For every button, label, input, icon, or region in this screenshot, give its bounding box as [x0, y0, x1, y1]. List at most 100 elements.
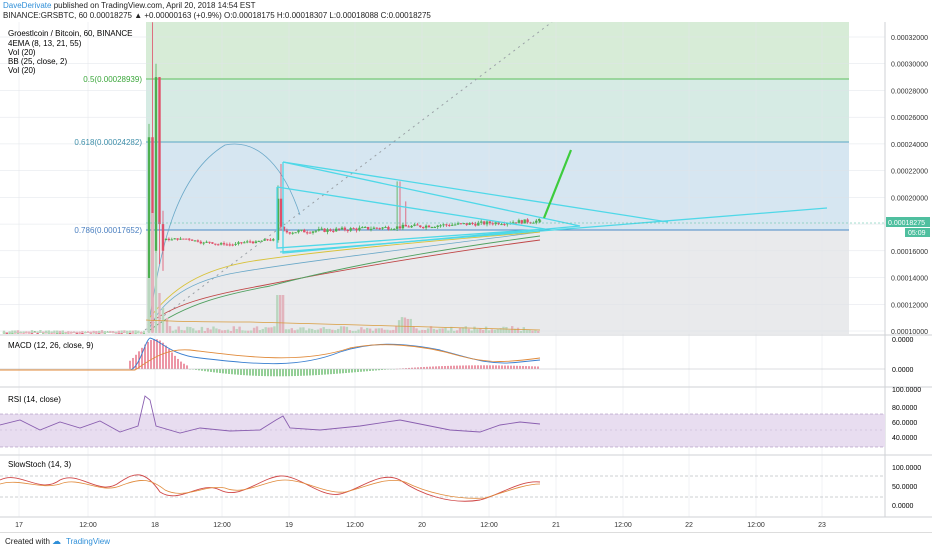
- ema-red: [147, 239, 541, 326]
- ohlc-low: 0.00018088: [336, 11, 379, 20]
- volume-bar: [403, 317, 407, 333]
- candle-body: [81, 332, 84, 334]
- volume-bar: [374, 328, 378, 333]
- candle-body: [120, 332, 123, 334]
- macd-hist-bar: [183, 363, 185, 369]
- volume-bar: [53, 330, 56, 333]
- macd-hist-bar: [498, 365, 500, 369]
- candle-body: [442, 224, 445, 226]
- volume-bar: [279, 295, 282, 333]
- candle-body: [266, 239, 269, 241]
- ohlc-close-key: C:: [380, 11, 389, 20]
- volume-bar: [476, 329, 479, 333]
- volume-bar: [22, 331, 25, 333]
- tradingview-brand[interactable]: TradingView: [66, 537, 111, 546]
- legend-title: Groestlcoin / Bitcoin, 60, BINANCE: [8, 29, 133, 38]
- time-tick-label: 22: [685, 522, 693, 529]
- volume-bar: [250, 330, 253, 333]
- candle-body: [517, 220, 521, 224]
- volume-bar: [392, 329, 395, 333]
- candle-body: [410, 225, 413, 228]
- volume-bar: [296, 329, 299, 333]
- candle-body: [285, 230, 289, 233]
- candle-body: [205, 241, 208, 243]
- volume-bar: [409, 318, 412, 333]
- volume-bar: [70, 331, 73, 333]
- volume-ma: [145, 319, 541, 331]
- volume-bar: [305, 330, 308, 333]
- volume-bar: [56, 330, 59, 333]
- volume-bar: [61, 330, 64, 333]
- symbol-interval: BINANCE:GRSBTC, 60: [3, 11, 88, 20]
- volume-bar: [134, 330, 137, 333]
- fib-label-0.786: 0.786(0.00017652): [74, 226, 142, 235]
- price-axis[interactable]: 0.00032000 0.00030000 0.00028000 0.00026000…: [891, 35, 928, 336]
- candle-body: [222, 243, 226, 245]
- ohlc-open: 0.00018175: [232, 11, 275, 20]
- volume-bar: [174, 329, 177, 333]
- macd-hist-bar: [474, 365, 476, 369]
- volume-bar: [186, 326, 189, 333]
- volume-bar: [203, 330, 206, 333]
- volume-bar: [140, 331, 143, 333]
- volume-bar: [455, 330, 459, 333]
- macd-hist-bar: [333, 369, 335, 374]
- candle-body: [8, 332, 11, 334]
- volume-bar: [42, 331, 45, 333]
- volume-bar: [537, 330, 540, 333]
- macd-histogram: [129, 339, 539, 377]
- volume-bar: [342, 326, 346, 333]
- ema-green: [149, 235, 541, 331]
- macd-hist-bar: [438, 366, 440, 369]
- volume-bar: [147, 278, 151, 333]
- macd-hist-bar: [468, 365, 470, 369]
- volume-bar: [232, 326, 235, 333]
- volume-bar: [400, 317, 404, 333]
- time-axis[interactable]: 17 12:00 18 12:00 19 12:00 20 12:00 21 12:00 22 12:…: [15, 522, 826, 529]
- macd-hist-bar: [282, 369, 284, 377]
- macd-hist-bar: [459, 365, 461, 369]
- macd-hist-bar: [375, 369, 377, 371]
- volume-bar: [177, 326, 180, 333]
- candle-body: [480, 221, 483, 223]
- macd-hist-bar: [306, 369, 308, 376]
- candle-body: [58, 332, 62, 334]
- candle-body: [372, 227, 376, 229]
- candle-body: [329, 229, 332, 231]
- volume-bar: [255, 326, 259, 333]
- volume-bar: [89, 331, 92, 333]
- macd-hist-bar: [249, 369, 251, 376]
- candle-body: [193, 240, 197, 242]
- volume-bar: [142, 330, 146, 333]
- macd-hist-bar: [336, 369, 338, 374]
- macd-hist-bar: [153, 339, 155, 369]
- volume-bar: [395, 326, 398, 333]
- macd-hist-bar: [495, 365, 497, 369]
- volume-bar: [226, 329, 230, 333]
- bollinger-lower: [147, 231, 541, 333]
- candle-body: [506, 223, 509, 225]
- macd-hist-bar: [267, 369, 269, 377]
- candle-body: [352, 228, 355, 230]
- volume-bar: [2, 330, 6, 333]
- candle-body: [538, 220, 542, 222]
- volume-bar: [33, 331, 36, 333]
- candle-body: [164, 238, 168, 241]
- author-link[interactable]: DaveDerivate: [3, 1, 52, 10]
- volume-bar: [438, 328, 441, 333]
- candle-body: [511, 222, 515, 224]
- candle-body: [335, 228, 338, 232]
- volume-bar: [331, 329, 334, 333]
- volume-bar: [92, 330, 95, 333]
- volume-bar: [522, 327, 525, 333]
- volume-bar: [351, 330, 354, 333]
- volume-bar: [368, 328, 372, 333]
- candle-body: [196, 240, 200, 242]
- candle-body: [208, 241, 211, 243]
- chart-canvas[interactable]: 0.5(0.00028939) 0.618(0.00024282) 0.786(…: [0, 22, 932, 532]
- macd-hist-bar: [486, 365, 488, 369]
- volume-bar: [496, 328, 499, 333]
- volume-bar: [247, 330, 250, 333]
- macd-hist-bar: [273, 369, 275, 377]
- triangle-inner: [276, 186, 546, 249]
